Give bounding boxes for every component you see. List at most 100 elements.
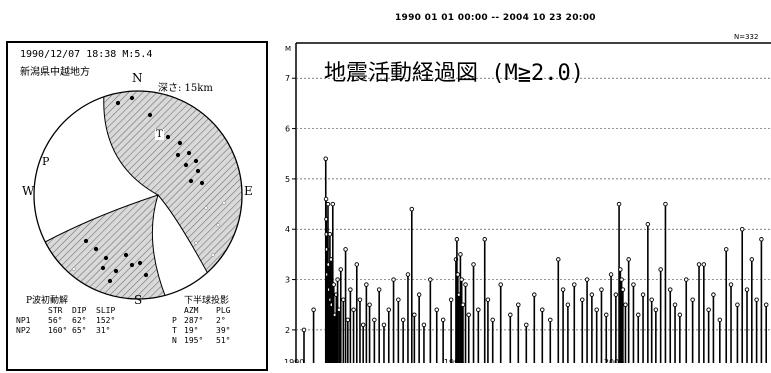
event-marker (626, 257, 631, 262)
event-marker (735, 302, 740, 307)
dilatation-dot (194, 241, 198, 245)
event-datetime: 1990/12/07 18:38 M:5.4 (20, 49, 153, 60)
chart-axes: 2 3 4 5 6 7 1990 1995 2000 (284, 74, 624, 363)
event-marker (663, 201, 668, 207)
event-marker (667, 287, 673, 292)
event-depth: 深さ: 15km (158, 83, 213, 94)
event-marker (589, 292, 595, 297)
east-label: E (244, 184, 253, 198)
y-tick-label: 3 (285, 276, 290, 285)
compression-dot (147, 112, 153, 118)
event-marker (490, 317, 495, 323)
event-marker (540, 307, 545, 313)
compression-dot (137, 260, 143, 266)
event-marker (711, 292, 716, 297)
event-marker (739, 226, 745, 232)
compression-dot (113, 268, 119, 274)
event-marker (677, 312, 683, 318)
y-tick-label: 7 (285, 74, 290, 83)
solution-label: P波初動解 (26, 296, 69, 306)
event-marker (763, 302, 769, 307)
axis-row: P 287° 2° (172, 316, 226, 325)
event-marker (683, 277, 689, 282)
south-label: S (134, 293, 143, 307)
header-slip: SLIP (96, 306, 116, 315)
event-marker (584, 277, 590, 282)
compression-dot (175, 152, 181, 158)
event-marker (357, 297, 363, 302)
compression-dot (193, 158, 199, 164)
event-marker (754, 297, 759, 302)
event-marker (416, 292, 422, 297)
event-marker (455, 272, 461, 277)
event-marker (323, 196, 329, 202)
dilatation-dot (216, 223, 220, 227)
chart-title: 地震活動経過図 (M≧2.0) (324, 61, 584, 86)
compression-dot (129, 262, 135, 268)
event-marker (649, 297, 654, 302)
event-marker (690, 297, 695, 302)
compression-dot (93, 246, 99, 252)
compression-dot (199, 180, 205, 186)
chart-bars (301, 156, 769, 363)
event-marker (723, 247, 729, 252)
event-marker (460, 302, 466, 307)
event-marker (696, 262, 702, 267)
event-marker (348, 287, 353, 292)
event-marker (325, 201, 331, 207)
dilatation-dot (222, 201, 226, 205)
event-marker (459, 277, 464, 282)
beachball-diagram (33, 90, 243, 300)
event-marker (548, 317, 553, 323)
header-plg: PLG (216, 306, 231, 315)
event-marker (759, 237, 764, 242)
event-marker (516, 302, 521, 307)
dilatation-dot (211, 253, 215, 257)
event-marker (532, 292, 537, 297)
event-marker (301, 327, 307, 333)
p-axis-label: P (42, 155, 50, 168)
event-marker (466, 312, 471, 318)
event-marker (672, 302, 678, 307)
count-label: N=332 (734, 33, 758, 41)
y-tick-label: 4 (285, 225, 290, 234)
event-marker (608, 272, 614, 277)
compression-dot (188, 178, 194, 184)
y-tick-label: 6 (285, 125, 290, 134)
dilatation-dot (204, 206, 208, 210)
event-marker (572, 282, 577, 287)
event-marker (653, 307, 659, 313)
compression-dot (143, 272, 149, 278)
event-marker (341, 297, 346, 302)
compression-dot (183, 162, 189, 168)
event-marker (440, 317, 446, 323)
compression-dot (107, 278, 113, 284)
event-marker (471, 262, 476, 267)
y-tick-label: 5 (285, 175, 290, 184)
event-marker (405, 272, 411, 277)
x-tick-label: 1990 (284, 358, 304, 363)
event-region: 新潟県中越地方 (20, 67, 90, 78)
event-marker (448, 297, 454, 302)
principal-axes-table: AZM PLG P 287° 2° T 19° 39° N 195° 51° (172, 306, 242, 346)
west-label: W (22, 184, 35, 198)
event-marker (391, 277, 396, 282)
event-marker (381, 322, 387, 328)
beachball-outline (33, 90, 243, 300)
compression-dot (115, 100, 121, 106)
event-marker (311, 307, 316, 313)
axis-row: N 195° 51° (172, 336, 231, 345)
event-marker (749, 257, 755, 262)
event-marker (508, 312, 513, 318)
event-marker (658, 267, 663, 272)
event-marker (618, 267, 623, 272)
event-marker (620, 287, 626, 292)
event-marker (400, 317, 406, 323)
compression-dot (100, 265, 106, 271)
event-marker (421, 322, 427, 328)
compression-dot (177, 140, 183, 146)
event-marker (367, 302, 372, 307)
event-marker (604, 312, 609, 318)
compression-dot (186, 150, 192, 156)
compression-dot (129, 95, 135, 101)
